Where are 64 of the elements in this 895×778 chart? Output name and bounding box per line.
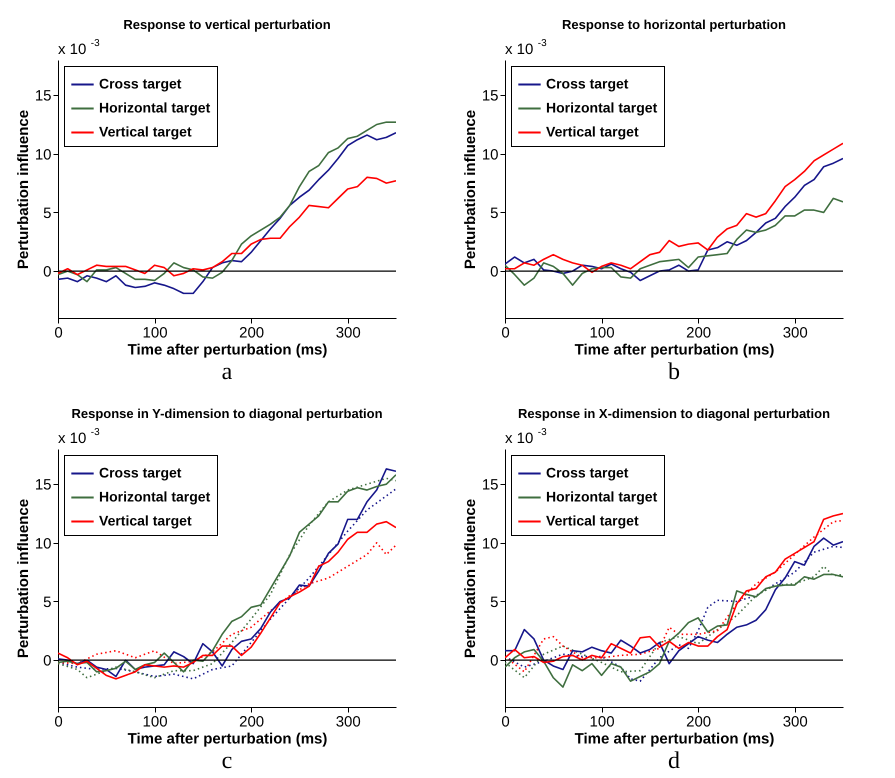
x-axis-title: Time after perturbation (ms)	[128, 730, 328, 748]
x-tick-label: 200	[239, 324, 264, 342]
y-axis-title: Perturbation influence	[462, 110, 479, 270]
y-tick-label: 0	[490, 652, 498, 670]
y-tick-label: 15	[34, 88, 52, 105]
y-tick-label: 15	[34, 476, 52, 494]
legend-label: Horizontal target	[546, 488, 658, 504]
x-tick-label: 0	[501, 324, 510, 342]
y-tick-label: 10	[482, 146, 498, 164]
text: x 10-3	[58, 38, 100, 58]
y-tick-label: 5	[43, 204, 52, 222]
x-tick-label: 300	[336, 714, 361, 730]
chart-title: Response to horizontal perturbation	[562, 17, 786, 32]
y-tick-label: 10	[34, 535, 52, 552]
legend-label: Vertical target	[546, 124, 639, 140]
text: d	[668, 748, 680, 774]
x-tick-label: 100	[142, 324, 168, 342]
x-tick-label: 0	[501, 714, 510, 730]
y-axis-title: Perturbation influence	[14, 498, 32, 658]
x-tick-label: 100	[590, 714, 615, 730]
y-tick-label: 5	[490, 594, 498, 611]
text: b	[668, 359, 680, 385]
x-tick-label: 200	[686, 324, 712, 342]
x-tick-label: 100	[142, 714, 168, 730]
x-tick-label: 0	[54, 324, 63, 342]
legend-label: Vertical target	[99, 124, 192, 140]
text: c	[222, 748, 232, 774]
y-tick-label: 5	[43, 594, 52, 611]
x-axis-title: Time after perturbation (ms)	[574, 342, 774, 358]
y-tick-label: 0	[43, 264, 52, 281]
x-tick-label: 100	[590, 324, 615, 342]
legend-label: Horizontal target	[99, 488, 211, 504]
legend-label: Vertical target	[546, 512, 639, 528]
text: x 10-3	[505, 427, 548, 447]
text: a	[222, 359, 233, 385]
y-tick-label: 15	[482, 88, 498, 105]
y-tick-label: 15	[482, 476, 498, 494]
y-tick-label: 0	[43, 652, 52, 670]
x-tick-label: 200	[239, 714, 264, 730]
x-axis-title: Time after perturbation (ms)	[128, 342, 328, 358]
y-tick-label: 5	[490, 204, 498, 222]
y-axis-title: Perturbation influence	[14, 110, 32, 270]
legend-label: Cross target	[99, 464, 182, 480]
x-tick-label: 300	[336, 324, 361, 342]
x-tick-label: 200	[686, 714, 712, 730]
x-tick-label: 300	[782, 714, 808, 730]
y-tick-label: 10	[34, 146, 52, 164]
x-tick-label: 300	[782, 324, 808, 342]
chart-title: Response to vertical perturbation	[123, 17, 331, 32]
legend-label: Cross target	[546, 76, 629, 92]
y-tick-label: 10	[482, 535, 498, 552]
legend-label: Vertical target	[99, 512, 192, 528]
y-axis-title: Perturbation influence	[462, 498, 479, 658]
legend-label: Horizontal target	[99, 100, 211, 116]
chart-title: Response in X-dimension to diagonal perturbation	[518, 406, 830, 421]
legend-label: Cross target	[546, 464, 629, 480]
text: x 10-3	[58, 427, 100, 447]
x-axis-title: Time after perturbation (ms)	[574, 730, 774, 748]
text: x 10-3	[505, 38, 548, 58]
y-tick-label: 0	[490, 264, 498, 281]
chart-title: Response in Y-dimension to diagonal perturbation	[71, 406, 383, 421]
legend-label: Horizontal target	[546, 100, 658, 116]
x-tick-label: 0	[54, 714, 63, 730]
legend-label: Cross target	[99, 76, 182, 92]
